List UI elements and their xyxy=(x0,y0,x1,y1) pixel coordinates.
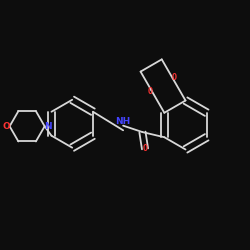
Text: O: O xyxy=(172,72,176,82)
Text: O: O xyxy=(142,144,148,153)
Text: O: O xyxy=(3,122,10,131)
Text: O: O xyxy=(148,87,153,96)
Text: NH: NH xyxy=(116,116,131,126)
Text: N: N xyxy=(44,122,52,131)
